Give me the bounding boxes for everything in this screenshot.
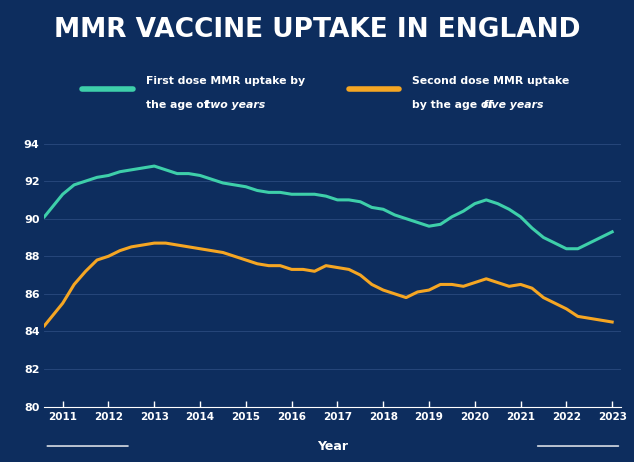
Text: Second dose MMR uptake: Second dose MMR uptake <box>412 76 569 86</box>
Text: the age of: the age of <box>146 100 212 110</box>
Text: MMR VACCINE UPTAKE IN ENGLAND: MMR VACCINE UPTAKE IN ENGLAND <box>54 17 580 43</box>
Text: five years: five years <box>483 100 543 110</box>
Text: by the age of: by the age of <box>412 100 497 110</box>
Text: two years: two years <box>205 100 265 110</box>
Text: Year: Year <box>318 439 348 452</box>
Text: First dose MMR uptake by: First dose MMR uptake by <box>146 76 305 86</box>
